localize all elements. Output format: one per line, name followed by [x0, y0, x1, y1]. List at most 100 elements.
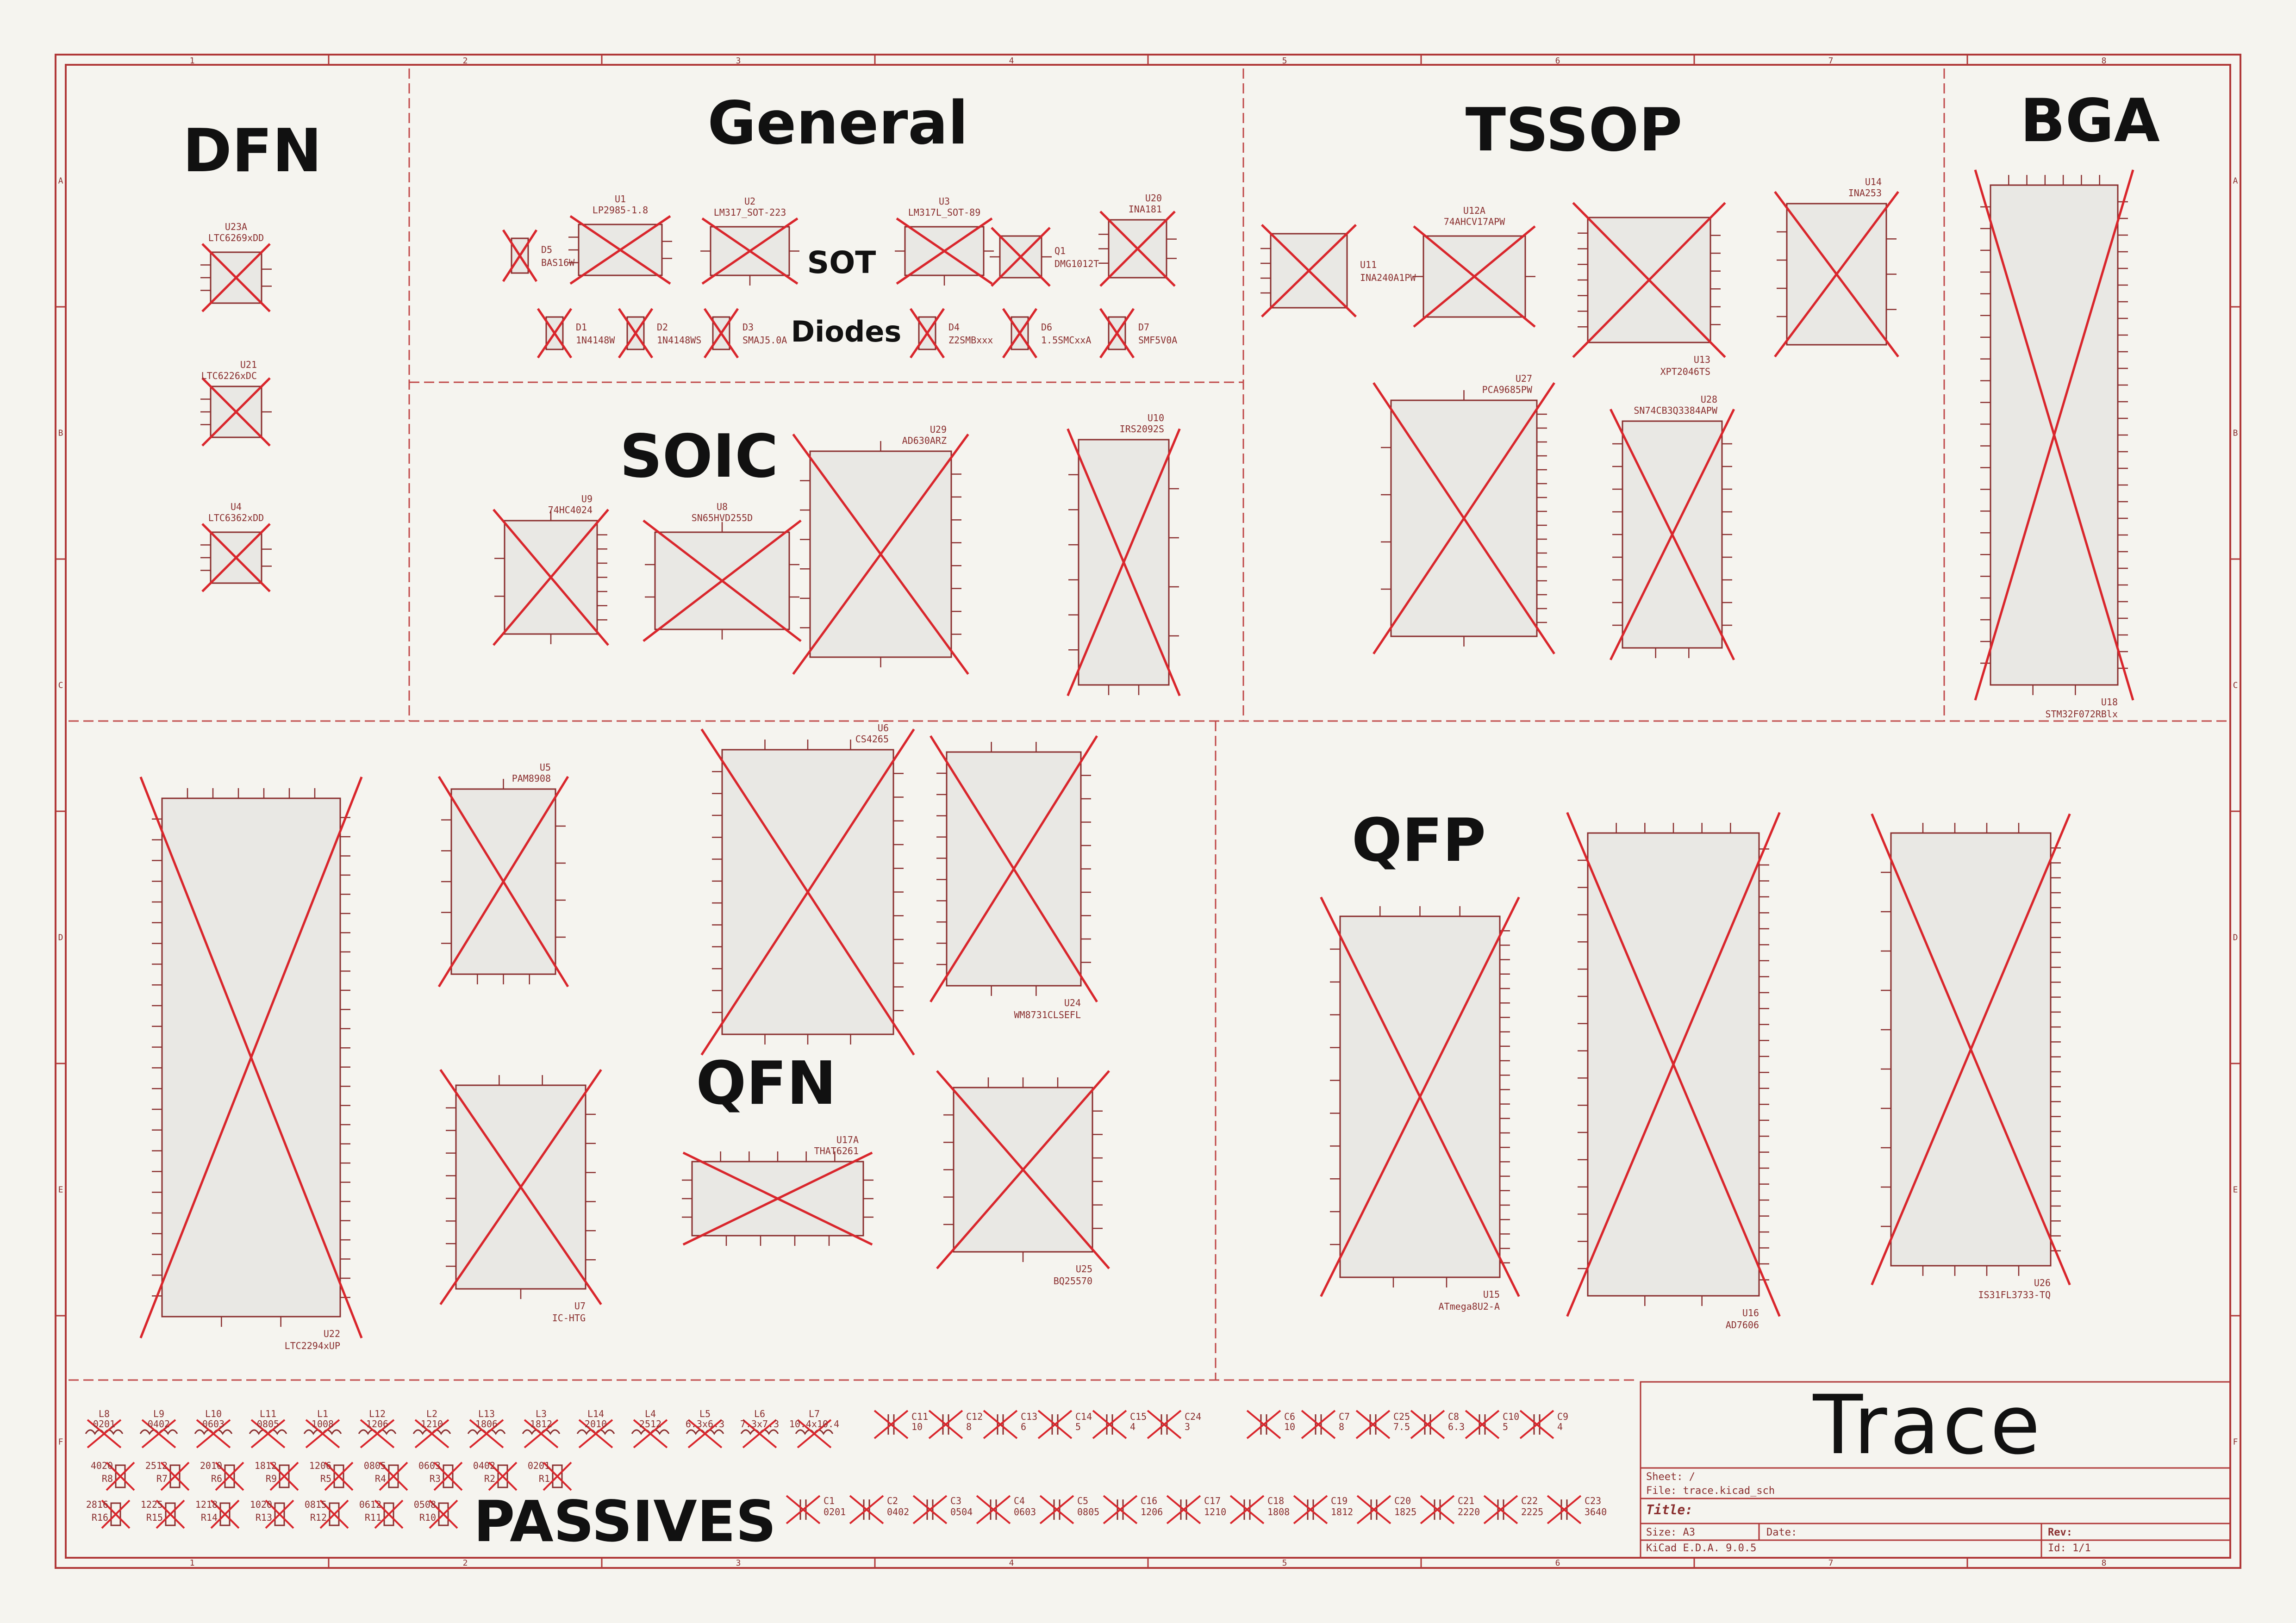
inductor-L6[interactable]: L67.3x7.3: [740, 1408, 779, 1449]
excluded-cross: [201, 523, 271, 592]
frame-row-label: E: [58, 1185, 63, 1195]
resistor-R14[interactable]: 1218 R14: [195, 1499, 240, 1529]
resistor-R1[interactable]: 0201 R1: [528, 1460, 572, 1491]
resistor-R10[interactable]: 0508 R10: [414, 1499, 458, 1529]
resistor-R3[interactable]: 0603 R3: [418, 1460, 463, 1491]
resistor-R11[interactable]: 0612 R11: [359, 1499, 404, 1529]
passive-ref: R6: [211, 1473, 222, 1484]
component-d2[interactable]: D2 1N4148WS: [618, 308, 701, 359]
resistor-R6[interactable]: 2010 R6: [200, 1460, 244, 1491]
component-d6[interactable]: D6 1.5SMCxxA: [1002, 308, 1091, 359]
component-value: PCA9685PW: [1482, 384, 1533, 395]
excluded-cross: [1566, 812, 1781, 1317]
component-d7[interactable]: D7 SMF5V0A: [1099, 308, 1177, 359]
frame-column-label: 8: [2102, 1558, 2107, 1568]
resistor-R16[interactable]: 2816 R16: [86, 1499, 131, 1529]
resistor-R13[interactable]: 1020 R13: [250, 1499, 294, 1529]
resistor-R7[interactable]: 2512 R7: [145, 1460, 190, 1491]
component-q1[interactable]: Q1 DMG1012T: [990, 227, 1099, 287]
component-d1[interactable]: D1 1N4148W: [537, 308, 615, 359]
capacitor-C7[interactable]: C78: [1301, 1410, 1350, 1439]
component-d4[interactable]: D4 Z2SMBxxx: [909, 308, 993, 359]
capacitor-C9[interactable]: C94: [1519, 1410, 1568, 1439]
passive-ref: C13: [1021, 1411, 1037, 1422]
resistor-R2[interactable]: 0402 R2: [473, 1460, 518, 1491]
passive-ref: R12: [310, 1512, 327, 1523]
resistor-R12[interactable]: 0815 R12: [305, 1499, 349, 1529]
resistor-R5[interactable]: 1206 R5: [309, 1460, 354, 1491]
resistor-R9[interactable]: 1812 R9: [255, 1460, 299, 1491]
component-d3[interactable]: D3 SMAJ5.0A: [703, 308, 787, 359]
capacitor-C8[interactable]: C86.3: [1410, 1410, 1465, 1439]
inductor-L5[interactable]: L56.3x6.3: [686, 1408, 724, 1449]
resistor-R4[interactable]: 0805 R4: [364, 1460, 408, 1491]
component-u11[interactable]: U11 INA240A1PW: [1260, 224, 1416, 317]
resistor-R8[interactable]: 4020 R8: [91, 1460, 135, 1491]
resistor-R15[interactable]: 1225 R15: [141, 1499, 185, 1529]
excluded-cross: [437, 776, 569, 988]
